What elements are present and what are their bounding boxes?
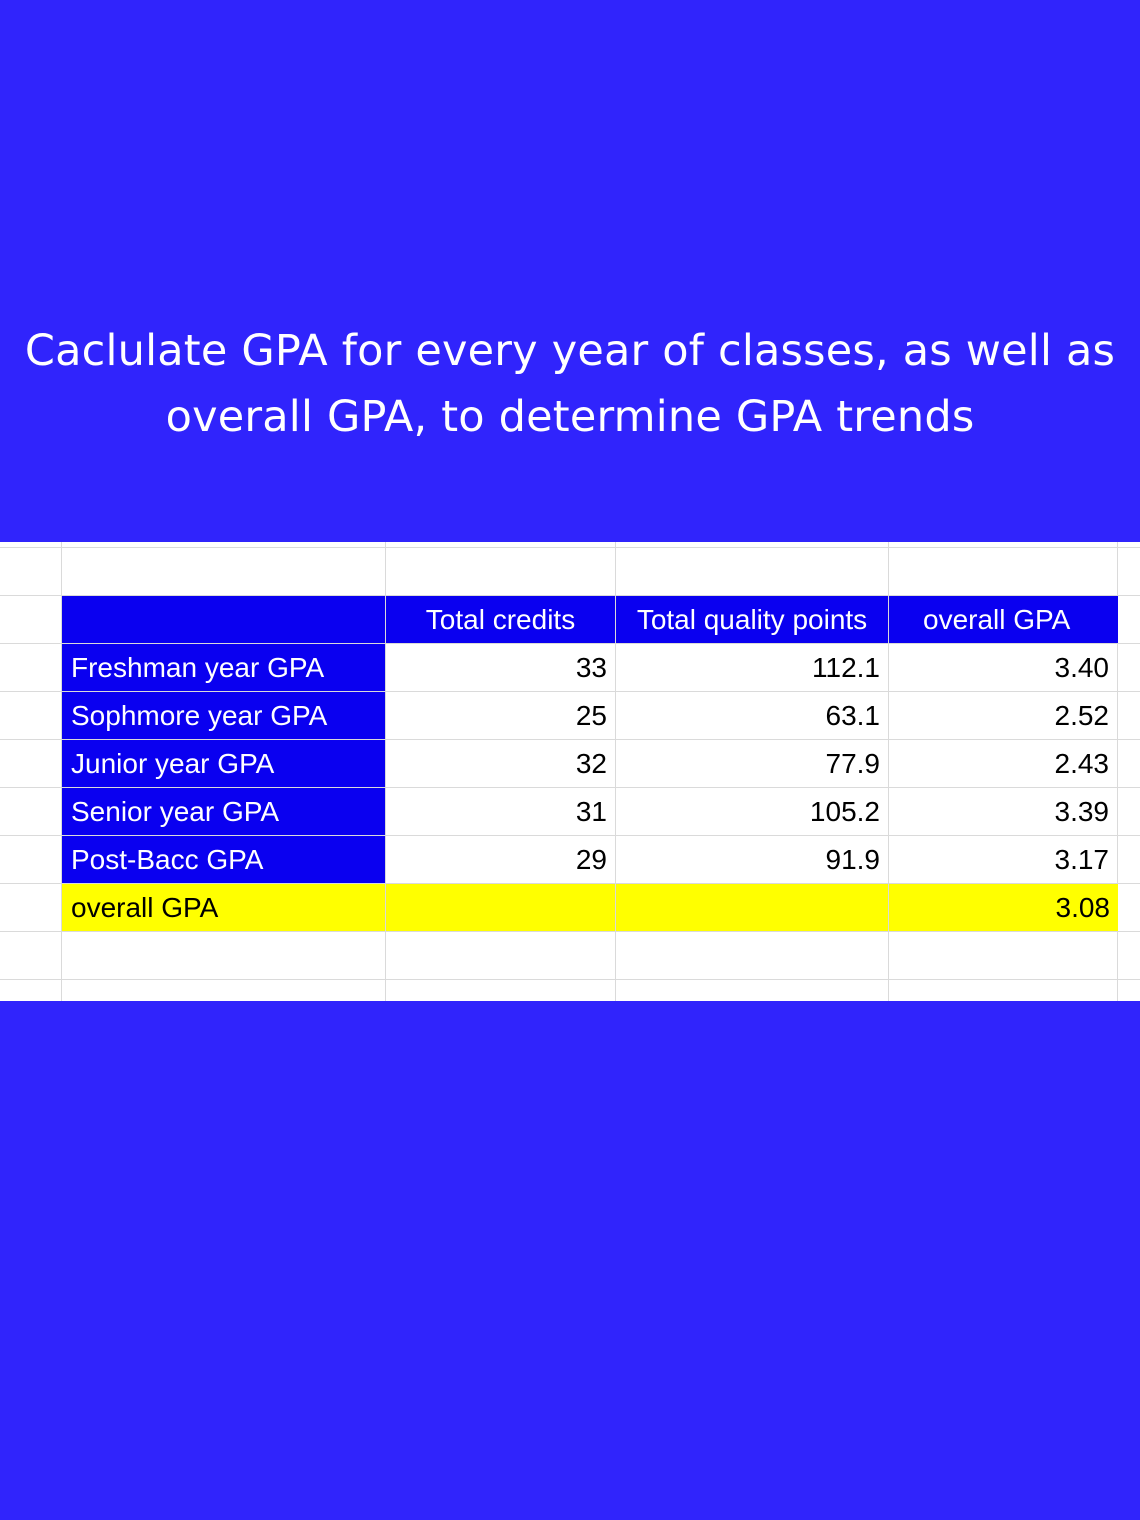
credits-cell[interactable]: 29 <box>575 843 607 875</box>
grid-line <box>0 979 1140 980</box>
total-row-label-cell[interactable]: overall GPA <box>62 884 385 931</box>
total-gpa-cell[interactable]: 3.08 <box>889 884 1118 931</box>
grid-line <box>0 739 1140 740</box>
grid-line <box>1117 542 1118 1001</box>
grid-line <box>0 787 1140 788</box>
header-cell-overall-gpa[interactable]: overall GPA <box>889 596 1118 643</box>
row-label-cell[interactable]: Junior year GPA <box>62 740 385 787</box>
quality-points-cell[interactable]: 105.2 <box>809 795 880 827</box>
credits-cell[interactable]: 25 <box>575 699 607 731</box>
gpa-cell[interactable]: 2.43 <box>1054 747 1110 779</box>
header-cell-corner[interactable] <box>62 596 385 643</box>
grid-line <box>0 643 1140 644</box>
gpa-cell[interactable]: 2.52 <box>1054 699 1110 731</box>
gpa-cell[interactable]: 3.17 <box>1054 843 1110 875</box>
grid-line <box>61 542 62 1001</box>
credits-cell[interactable]: 32 <box>575 747 607 779</box>
total-credits-cell[interactable] <box>386 884 615 931</box>
row-label-cell[interactable]: Senior year GPA <box>62 788 385 835</box>
grid-line <box>615 542 616 1001</box>
header-cell-total-credits[interactable]: Total credits <box>386 596 615 643</box>
gpa-cell[interactable]: 3.40 <box>1054 651 1110 683</box>
quality-points-cell[interactable]: 77.9 <box>825 747 881 779</box>
grid-line <box>0 595 1140 596</box>
grid-line <box>0 931 1140 932</box>
row-label-cell[interactable]: Freshman year GPA <box>62 644 385 691</box>
grid-line <box>0 835 1140 836</box>
grid-line <box>888 542 889 1001</box>
quality-points-cell[interactable]: 91.9 <box>825 843 881 875</box>
credits-cell[interactable]: 31 <box>575 795 607 827</box>
grid-line <box>0 883 1140 884</box>
row-label-cell[interactable]: Post-Bacc GPA <box>62 836 385 883</box>
row-label-cell[interactable]: Sophmore year GPA <box>62 692 385 739</box>
grid-line <box>0 547 1140 548</box>
quality-points-cell[interactable]: 112.1 <box>812 651 880 683</box>
credits-cell[interactable]: 33 <box>575 651 607 683</box>
gpa-cell[interactable]: 3.39 <box>1054 795 1110 827</box>
quality-points-cell[interactable]: 63.1 <box>825 699 881 731</box>
grid-line <box>385 542 386 1001</box>
header-cell-total-quality-points[interactable]: Total quality points <box>616 596 888 643</box>
caption-text: Caclulate GPA for every year of classes,… <box>24 326 1116 442</box>
total-quality-points-cell[interactable] <box>616 884 888 931</box>
grid-line <box>0 691 1140 692</box>
spreadsheet: Total credits Total quality points overa… <box>0 542 1140 1001</box>
